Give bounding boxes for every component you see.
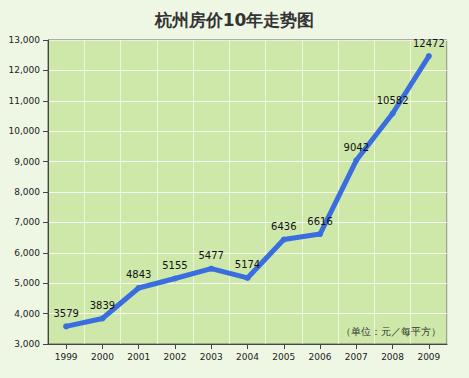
svg-text:2002: 2002 <box>164 352 187 362</box>
svg-text:2009: 2009 <box>417 352 440 362</box>
svg-text:5174: 5174 <box>235 259 260 270</box>
svg-text:2008: 2008 <box>381 352 404 362</box>
svg-text:2007: 2007 <box>345 352 368 362</box>
svg-text:5,000: 5,000 <box>14 278 40 288</box>
svg-text:6,000: 6,000 <box>14 248 40 258</box>
svg-text:2004: 2004 <box>236 352 259 362</box>
svg-text:12,000: 12,000 <box>9 65 41 75</box>
svg-text:3839: 3839 <box>90 300 115 311</box>
svg-text:12472: 12472 <box>413 38 445 49</box>
svg-text:2003: 2003 <box>200 352 223 362</box>
svg-text:3,000: 3,000 <box>14 339 40 349</box>
svg-text:2005: 2005 <box>272 352 295 362</box>
svg-text:（单位：元／每平方）: （单位：元／每平方） <box>341 326 441 337</box>
svg-text:8,000: 8,000 <box>14 187 40 197</box>
svg-text:5155: 5155 <box>162 260 187 271</box>
svg-text:13,000: 13,000 <box>9 35 41 45</box>
svg-text:4,000: 4,000 <box>14 309 40 319</box>
svg-text:2001: 2001 <box>127 352 150 362</box>
svg-text:6436: 6436 <box>271 221 296 232</box>
svg-text:6616: 6616 <box>307 216 332 227</box>
svg-text:11,000: 11,000 <box>9 96 41 106</box>
svg-text:3579: 3579 <box>53 308 78 319</box>
svg-text:2006: 2006 <box>309 352 332 362</box>
svg-text:2000: 2000 <box>91 352 114 362</box>
svg-text:9,000: 9,000 <box>14 157 40 167</box>
svg-text:10,000: 10,000 <box>9 126 41 136</box>
svg-text:1999: 1999 <box>55 352 78 362</box>
svg-text:杭州房价10年走势图: 杭州房价10年走势图 <box>154 10 315 30</box>
svg-text:10582: 10582 <box>377 95 409 106</box>
svg-text:9042: 9042 <box>344 142 369 153</box>
svg-text:5477: 5477 <box>199 250 224 261</box>
svg-text:4843: 4843 <box>126 269 151 280</box>
svg-text:7,000: 7,000 <box>14 217 40 227</box>
